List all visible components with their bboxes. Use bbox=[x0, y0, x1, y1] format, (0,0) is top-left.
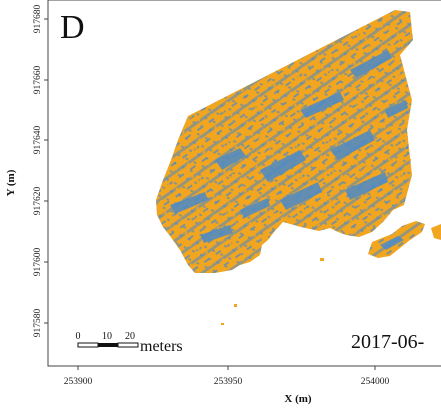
scattered-specks bbox=[221, 147, 411, 325]
right-islands bbox=[368, 221, 441, 258]
y-axis-title: Y (m) bbox=[5, 169, 17, 196]
main-raster-overlay bbox=[156, 10, 413, 273]
scale-label-10: 10 bbox=[102, 331, 112, 342]
x-tick-label: 253900 bbox=[64, 377, 93, 387]
y-tick-label: 917600 bbox=[33, 248, 43, 277]
panel-letter: D bbox=[60, 9, 85, 46]
scale-label-0: 0 bbox=[76, 331, 81, 342]
scale-unit: meters bbox=[140, 338, 183, 355]
x-axis-title: X (m) bbox=[284, 393, 312, 405]
y-tick-label: 917580 bbox=[33, 309, 43, 338]
y-tick-label: 917660 bbox=[33, 66, 43, 95]
scale-label-20: 20 bbox=[125, 331, 135, 342]
y-axis-ticks: 917580 917600 917620 917640 917660 917680 bbox=[33, 5, 48, 338]
x-tick-label: 253950 bbox=[214, 377, 243, 387]
scale-bar-icon bbox=[77, 342, 139, 348]
plot-frame bbox=[47, 0, 441, 367]
y-tick-label: 917640 bbox=[33, 126, 43, 155]
date-label: 2017-06- bbox=[351, 331, 424, 353]
x-tick-label: 254000 bbox=[361, 377, 390, 387]
y-tick-label: 917620 bbox=[33, 187, 43, 216]
y-tick-label: 917680 bbox=[33, 5, 43, 34]
blue-ridges bbox=[170, 50, 408, 243]
raster-map bbox=[156, 10, 441, 325]
x-axis-ticks: 253900 253950 254000 bbox=[64, 366, 390, 387]
